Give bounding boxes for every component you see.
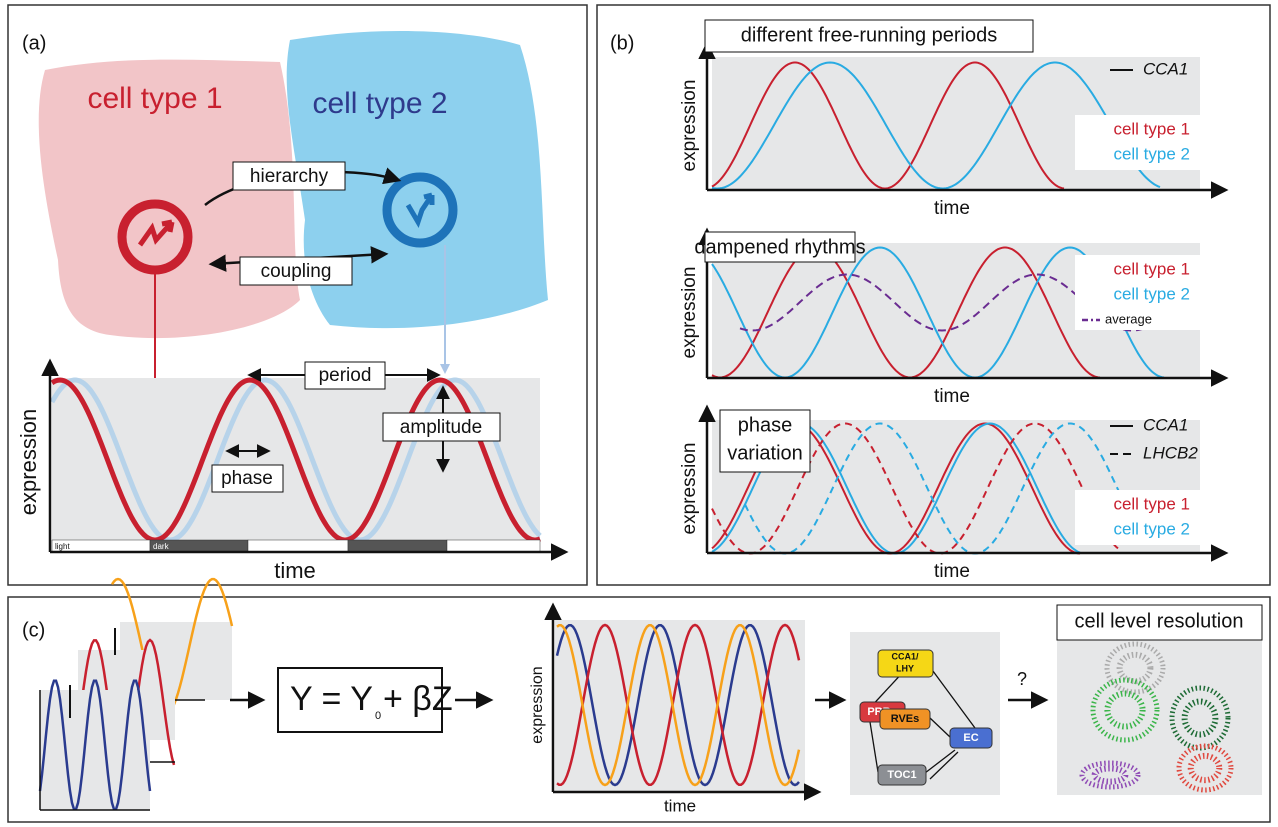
light-dark-bar <box>248 540 348 552</box>
cell-type-label: cell type 2 <box>312 87 447 120</box>
label: TOC1 <box>887 769 916 781</box>
legend-label: cell type 1 <box>1113 119 1190 138</box>
axis-title: expression <box>529 666 546 743</box>
axis-title: time <box>274 558 316 583</box>
legend-label: cell type 1 <box>1113 494 1190 513</box>
light-dark-bar <box>348 540 447 552</box>
plot-title: variation <box>727 442 803 464</box>
label: CCA1/ <box>891 651 919 661</box>
label: amplitude <box>400 417 482 438</box>
cell-type-label: cell type 1 <box>87 82 222 115</box>
legend-label: LHCB2 <box>1143 443 1198 462</box>
panel-label: (c) <box>22 619 45 641</box>
panel-label: (a) <box>22 32 46 54</box>
panel-label: (b) <box>610 32 634 54</box>
legend-label: cell type 1 <box>1113 259 1190 278</box>
axis-title: expression <box>679 80 700 172</box>
equation-subscript: 0 <box>375 710 381 722</box>
label: period <box>319 365 372 386</box>
plot-title: different free-running periods <box>741 24 997 46</box>
axis-title: time <box>934 561 970 582</box>
legend-label: cell type 2 <box>1113 519 1190 538</box>
label: LHY <box>896 663 914 673</box>
legend-label: cell type 2 <box>1113 144 1190 163</box>
axis-title: time <box>934 198 970 219</box>
panel-title: cell level resolution <box>1075 610 1244 632</box>
axis-title: time <box>934 386 970 407</box>
label: coupling <box>261 261 332 282</box>
label: phase <box>221 468 273 489</box>
label: light <box>55 542 70 551</box>
label: RVEs <box>891 713 920 725</box>
axis-title: expression <box>16 409 41 515</box>
legend-label: CCA1 <box>1143 59 1188 78</box>
plot-title: dampened rhythms <box>694 236 865 258</box>
question-mark: ? <box>1017 669 1027 689</box>
legend-label: CCA1 <box>1143 415 1188 434</box>
equation: Y = Y <box>290 680 373 718</box>
axis-title: expression <box>679 267 700 359</box>
axis-title: time <box>664 796 696 815</box>
label: EC <box>963 732 978 744</box>
axis-title: expression <box>679 443 700 535</box>
label: dark <box>153 542 170 551</box>
equation: + βZ <box>383 680 453 718</box>
page: { "panel_a": {"label": "(a)", "cell_type… <box>0 0 1278 827</box>
figure: (a) cell type 1 cell type 2 hierarchy coupli… <box>0 0 1278 827</box>
plot-background <box>40 690 150 810</box>
label: hierarchy <box>250 166 329 187</box>
light-dark-bar <box>447 540 540 552</box>
plot-title: phase <box>738 414 793 436</box>
legend-label: cell type 2 <box>1113 284 1190 303</box>
legend-label: average <box>1105 311 1152 326</box>
